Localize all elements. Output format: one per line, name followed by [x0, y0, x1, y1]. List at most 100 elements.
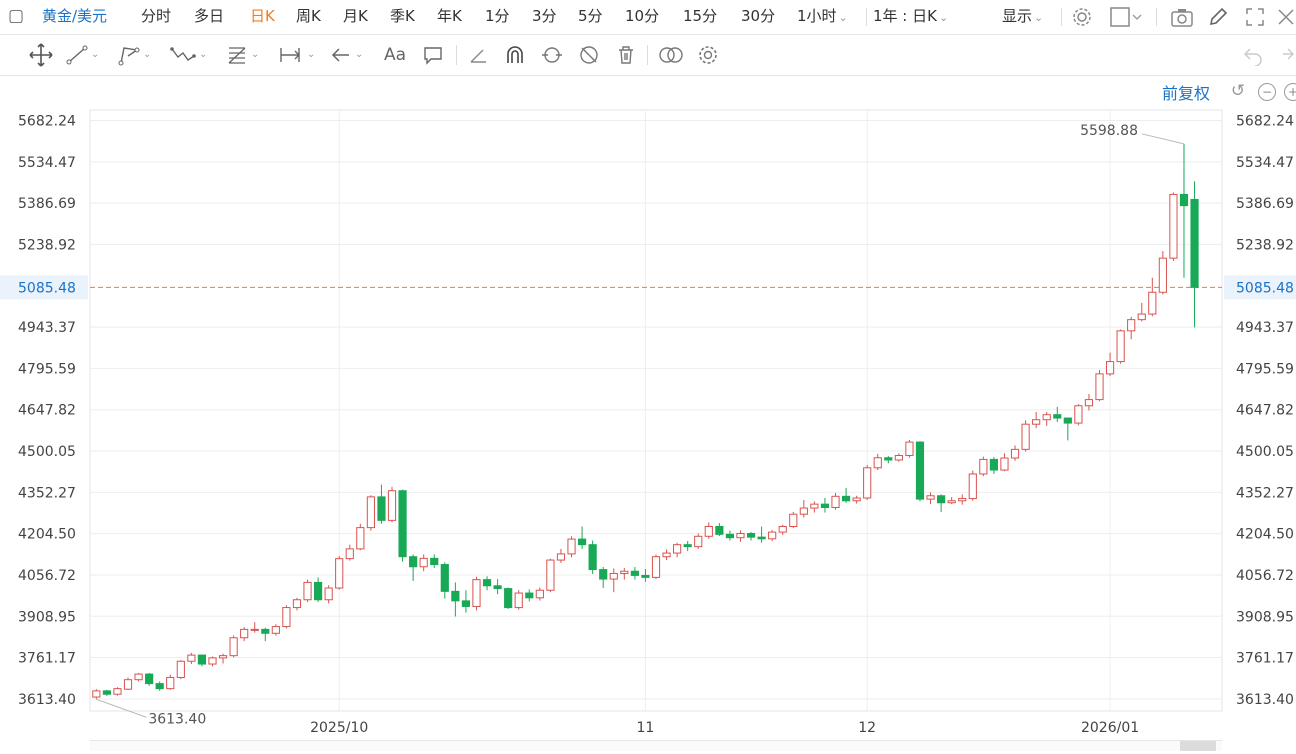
tab-yearly-k[interactable]: 年K: [437, 7, 462, 25]
candle-body: [145, 673, 154, 685]
candle-body: [461, 600, 471, 607]
fibonacci-icon[interactable]: ⌄: [226, 35, 259, 75]
candle: [567, 536, 576, 558]
candle-body: [937, 495, 946, 504]
wave-icon[interactable]: ⌄: [170, 35, 207, 75]
trash-icon[interactable]: [615, 35, 637, 75]
candle: [240, 627, 249, 642]
sidebar-toggle-icon[interactable]: ▢: [8, 6, 25, 26]
candle: [292, 597, 302, 611]
candle-body: [863, 467, 872, 499]
zoom-out-icon[interactable]: −: [1258, 83, 1276, 101]
chevron-down-icon: ⌄: [307, 49, 316, 60]
x-gridlines: [338, 110, 1111, 711]
tab-3min[interactable]: 3分: [532, 7, 557, 25]
candle-body: [92, 690, 101, 698]
tab-1min[interactable]: 1分: [485, 7, 510, 25]
close-icon[interactable]: [1276, 0, 1296, 34]
tab-multi-day[interactable]: 多日: [194, 7, 225, 25]
move-icon[interactable]: [28, 35, 54, 75]
candle: [250, 622, 259, 633]
tab-10min[interactable]: 10分: [625, 7, 660, 25]
tab-monthly-k[interactable]: 月K: [343, 7, 368, 25]
symbol-name[interactable]: 黄金/美元: [42, 7, 108, 25]
chart-style-icon[interactable]: [1110, 0, 1142, 34]
horizontal-scrollbar[interactable]: [90, 740, 1222, 751]
candle-body: [651, 556, 661, 578]
candle: [958, 494, 967, 505]
hide-drawings-icon[interactable]: [540, 35, 564, 75]
candle: [482, 576, 492, 591]
candle: [884, 456, 893, 464]
settings-icon[interactable]: [1071, 0, 1093, 34]
arrow-icon[interactable]: ⌄: [330, 35, 363, 75]
tab-15min[interactable]: 15分: [683, 7, 718, 25]
candle-body: [926, 495, 935, 500]
candle: [335, 555, 344, 590]
comment-icon[interactable]: [422, 35, 444, 75]
candle: [599, 567, 608, 589]
settings-icon[interactable]: [697, 35, 719, 75]
candle-body: [356, 527, 365, 550]
tab-weekly-k[interactable]: 周K: [296, 7, 321, 25]
y-gridlines: [90, 120, 1222, 700]
text-icon[interactable]: Aa: [384, 45, 407, 65]
line-segment-icon[interactable]: ⌄: [66, 35, 99, 75]
zoom-in-icon[interactable]: +: [1284, 83, 1296, 101]
eye-off-icon[interactable]: [578, 35, 600, 75]
candle-body: [1116, 330, 1125, 363]
candle: [123, 677, 133, 691]
candle-body: [303, 581, 312, 601]
display-menu[interactable]: 显示 ⌄: [1002, 0, 1043, 34]
candle-body: [1137, 313, 1146, 321]
candle-body: [905, 441, 914, 457]
candle: [1116, 329, 1125, 364]
candle-body: [789, 513, 798, 528]
adjust-mode-toggle[interactable]: 前复权: [1161, 84, 1210, 103]
tab-intraday[interactable]: 分时: [141, 7, 172, 25]
candle-body: [673, 544, 682, 554]
display-label: 显示: [1002, 7, 1033, 25]
polyline-icon[interactable]: ⌄: [118, 35, 151, 75]
fullscreen-icon[interactable]: [1244, 0, 1266, 34]
candle-body: [831, 495, 840, 508]
candle: [409, 554, 418, 582]
candle: [134, 672, 143, 682]
candle: [789, 511, 798, 528]
redo-icon[interactable]: [1276, 35, 1296, 75]
magnet-icon[interactable]: [504, 35, 526, 75]
tab-quarterly-k[interactable]: 季K: [390, 7, 415, 25]
candle: [651, 554, 661, 580]
candle: [313, 577, 323, 602]
compare-icon[interactable]: [657, 35, 685, 75]
candle-body: [123, 679, 133, 690]
candle-body: [778, 526, 787, 533]
measure-icon[interactable]: ⌄: [278, 35, 315, 75]
candle-body: [577, 538, 587, 546]
candle-body: [546, 559, 555, 591]
tab-5min[interactable]: 5分: [578, 7, 603, 25]
range-select[interactable]: 1年 : 日K ⌄: [873, 0, 948, 34]
candle: [852, 495, 861, 504]
pencil-icon[interactable]: [1207, 0, 1229, 34]
candle: [577, 526, 587, 549]
candle-body: [345, 548, 354, 560]
candle: [187, 652, 196, 665]
reset-icon[interactable]: ↺: [1230, 81, 1246, 101]
tab-30min[interactable]: 30分: [741, 7, 776, 25]
tab-1hour[interactable]: 1小时 ⌄: [797, 0, 848, 34]
undo-icon[interactable]: [1242, 35, 1264, 75]
candle-body: [504, 588, 513, 609]
y-tick-label: 4500.05: [18, 444, 76, 460]
candle-body: [282, 607, 291, 628]
candle: [609, 568, 618, 593]
camera-icon[interactable]: [1170, 0, 1194, 34]
candle-body: [250, 628, 259, 631]
angle-icon[interactable]: [468, 35, 490, 75]
y-axis-left: 5682.24 5534.47 5386.69 5238.92 5085.48 4943.…: [0, 114, 88, 708]
scrollbar-thumb[interactable]: [1180, 741, 1216, 751]
tab-daily-k[interactable]: 日K: [250, 7, 275, 25]
candle-body: [768, 531, 777, 540]
